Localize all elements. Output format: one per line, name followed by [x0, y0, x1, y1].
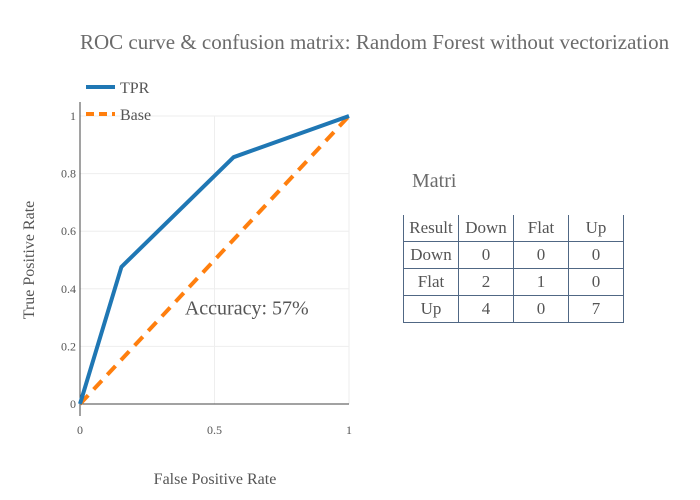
grid-lines	[80, 115, 350, 404]
header-cell: Down	[458, 215, 514, 242]
table-cell: 0	[458, 241, 514, 269]
x-tick-label: 0.5	[207, 423, 222, 437]
row-label-cell: Up	[403, 295, 459, 323]
series-lines	[78, 114, 351, 406]
legend[interactable]: TPR Base	[86, 80, 151, 124]
y-tick-label: 0	[70, 397, 76, 411]
legend-label-tpr: TPR	[120, 80, 150, 97]
table-cell: 0	[513, 295, 569, 323]
header-cell: Up	[568, 215, 624, 242]
header-cell: Result	[403, 215, 459, 242]
chart-title: ROC curve & confusion matrix: Random For…	[80, 30, 670, 54]
x-axis-label: False Positive Rate	[154, 471, 277, 488]
y-tick-label: 1	[70, 109, 76, 123]
y-tick-label: 0.2	[61, 339, 76, 353]
matrix-title: Matrix	[412, 170, 456, 192]
tick-labels: 0 0.2 0.4 0.6 0.8 1 0 0.5 1	[61, 109, 352, 437]
table-header-row: Result Down Flat Up	[403, 215, 624, 242]
series-line-base	[78, 114, 351, 406]
accuracy-annotation: Accuracy: 57%	[185, 298, 309, 320]
table-cell: 0	[513, 241, 569, 269]
table-row: Flat 2 1 0	[403, 268, 624, 296]
table-cell: 0	[568, 241, 624, 269]
x-tick-label: 0	[77, 423, 83, 437]
x-tick-label: 1	[346, 423, 352, 437]
table-cell: 2	[458, 268, 514, 296]
row-label-cell: Down	[403, 241, 459, 269]
y-tick-label: 0.6	[61, 224, 76, 238]
confusion-matrix-table: Result Down Flat Up Down 0 0 0 Flat 2 1 …	[403, 215, 624, 323]
table-row: Up 4 0 7	[403, 295, 624, 323]
table-cell: 4	[458, 295, 514, 323]
row-label-cell: Flat	[403, 268, 459, 296]
y-tick-label: 0.4	[61, 282, 76, 296]
table-cell: 0	[568, 268, 624, 296]
y-axis-label: True Positive Rate	[21, 201, 38, 320]
table-row: Down 0 0 0	[403, 241, 624, 269]
header-cell: Flat	[513, 215, 569, 242]
axes	[79, 102, 349, 416]
y-tick-label: 0.8	[61, 167, 76, 181]
series-line-tpr	[78, 114, 350, 405]
table-cell: 1	[513, 268, 569, 296]
table-cell: 7	[568, 295, 624, 323]
legend-label-base: Base	[120, 107, 151, 124]
